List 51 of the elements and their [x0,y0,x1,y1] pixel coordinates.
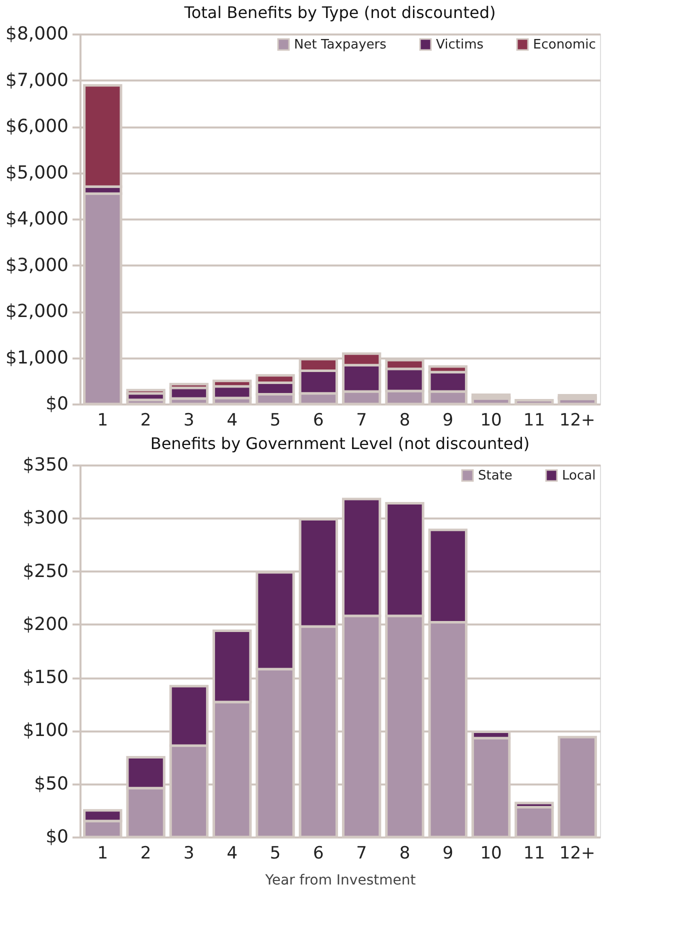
y-tick-label: $0 [46,826,68,848]
x-tick-label: 2 [140,410,152,430]
y-tick-label: $5,000 [6,162,68,184]
y-tick-label: $2,000 [6,301,68,322]
x-tick-label: 1 [97,410,108,430]
x-tick-label: 3 [184,410,194,430]
x-tick-label: 8 [399,410,410,430]
x-tick-label: 9 [442,844,454,864]
x-tick-label: 12+ [559,410,596,430]
y-tick-label: $3,000 [6,254,68,276]
x-tick-label: 1 [97,844,108,864]
x-tick-label: 7 [356,844,367,864]
x-tick-label: 7 [356,410,367,430]
x-tick-label: 3 [184,844,194,864]
y-tick-label: $100 [22,720,68,742]
legend-label: State [478,468,512,484]
x-tick-label: 6 [313,844,324,864]
x-tick-label: 11 [523,844,546,864]
y-tick-label: $200 [22,614,68,635]
y-tick-label: $300 [22,508,68,529]
x-tick-label: 6 [313,410,324,430]
legend-label: Net Taxpayers [294,38,387,53]
bar [514,806,554,838]
x-tick-label: 10 [480,844,502,864]
x-tick-label: 4 [226,410,238,430]
legend-label: Local [562,468,596,484]
y-tick-label: $150 [22,667,68,688]
x-tick-label: 5 [270,844,281,864]
x-tick-label: 9 [442,410,454,430]
x-tick-label: 5 [270,410,281,430]
legend-label: Economic [533,38,596,53]
y-tick-label: $4,000 [6,208,68,230]
chart-title: Benefits by Government Level (not discounted) [150,434,530,453]
bar [514,399,554,406]
x-tick-label: 11 [523,410,546,430]
x-axis-title: Year from Investment [264,872,416,888]
y-tick-label: $350 [22,454,68,476]
x-tick-label: 2 [140,844,152,864]
x-tick-label: 4 [226,844,238,864]
x-tick-label: 10 [480,410,502,430]
y-tick-label: $7,000 [6,70,68,91]
legend-label: Victims [436,38,484,53]
y-tick-label: $1,000 [6,347,68,368]
y-tick-label: $50 [34,773,68,794]
chart-title: Total Benefits by Type (not discounted) [183,3,496,22]
y-tick-label: $6,000 [6,116,68,137]
y-tick-label: $250 [22,560,68,582]
x-tick-label: 12+ [559,844,596,864]
y-tick-label: $8,000 [6,24,68,44]
x-tick-label: 8 [399,844,410,864]
y-tick-label: $0 [46,394,68,414]
